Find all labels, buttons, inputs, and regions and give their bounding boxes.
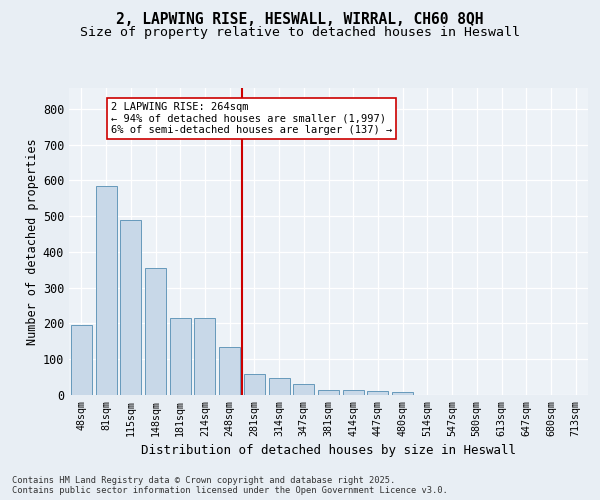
- Text: 2 LAPWING RISE: 264sqm
← 94% of detached houses are smaller (1,997)
6% of semi-d: 2 LAPWING RISE: 264sqm ← 94% of detached…: [111, 102, 392, 135]
- Bar: [219, 346, 240, 395]
- Bar: [71, 326, 92, 395]
- Bar: [95, 186, 116, 395]
- Bar: [269, 378, 290, 395]
- Bar: [367, 392, 388, 395]
- Text: Size of property relative to detached houses in Heswall: Size of property relative to detached ho…: [80, 26, 520, 39]
- Bar: [145, 268, 166, 395]
- Bar: [392, 392, 413, 395]
- Text: 2, LAPWING RISE, HESWALL, WIRRAL, CH60 8QH: 2, LAPWING RISE, HESWALL, WIRRAL, CH60 8…: [116, 12, 484, 28]
- Bar: [194, 318, 215, 395]
- Bar: [244, 374, 265, 395]
- Bar: [293, 384, 314, 395]
- Bar: [343, 390, 364, 395]
- X-axis label: Distribution of detached houses by size in Heswall: Distribution of detached houses by size …: [141, 444, 516, 457]
- Bar: [318, 390, 339, 395]
- Bar: [120, 220, 141, 395]
- Bar: [170, 318, 191, 395]
- Text: Contains HM Land Registry data © Crown copyright and database right 2025.
Contai: Contains HM Land Registry data © Crown c…: [12, 476, 448, 495]
- Y-axis label: Number of detached properties: Number of detached properties: [26, 138, 38, 344]
